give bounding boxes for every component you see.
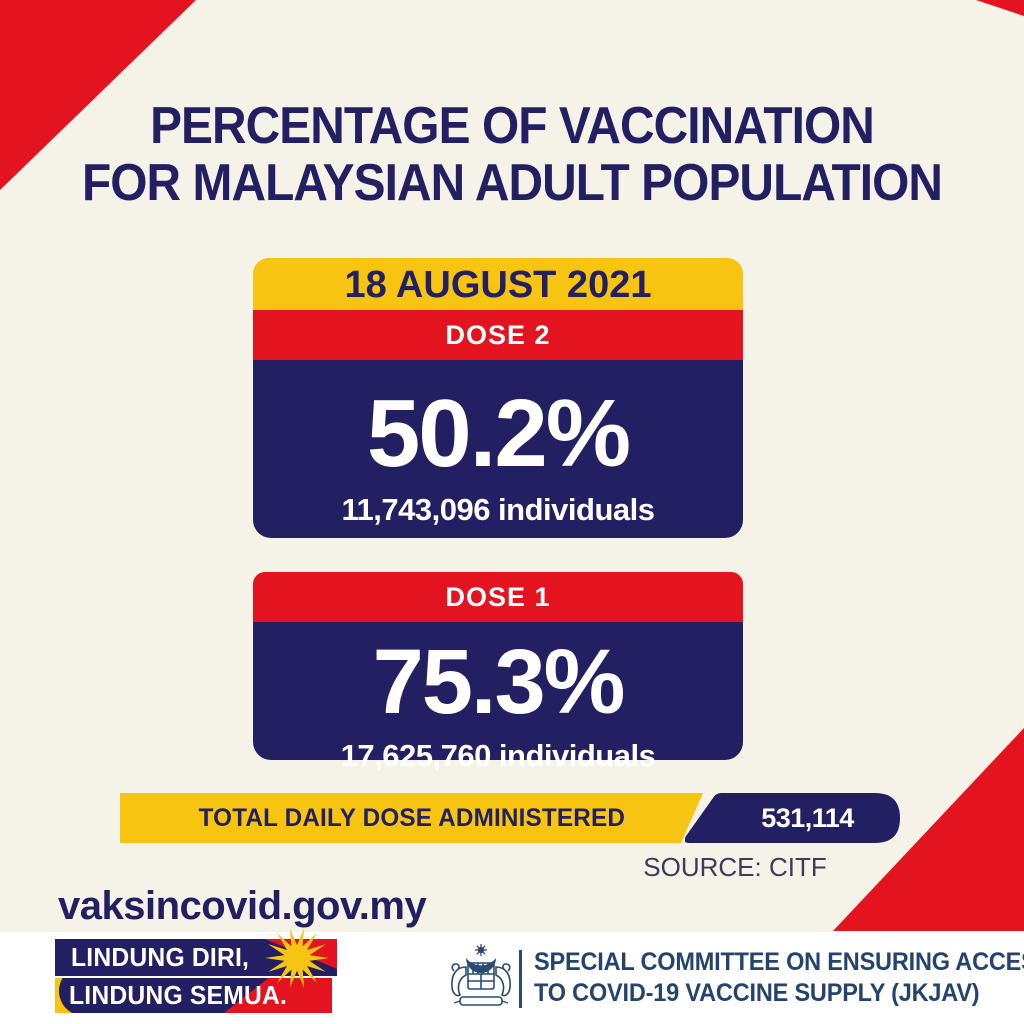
- total-daily-dose-bar: TOTAL DAILY DOSE ADMINISTERED: [120, 793, 703, 843]
- source-label: SOURCE: CITF: [643, 852, 827, 882]
- committee-line2: TO COVID-19 VACCINE SUPPLY (JKJAV): [534, 979, 980, 1007]
- campaign-badge-line1: LINDUNG DIRI,: [55, 928, 337, 988]
- page-title-line1: PERCENTAGE OF VACCINATION: [150, 97, 875, 155]
- flag-star-icon: [265, 928, 329, 988]
- footer-divider: [519, 950, 522, 1008]
- dose2-band: DOSE 2: [253, 310, 743, 360]
- total-daily-dose-value: 531,114: [761, 803, 854, 833]
- corner-triangle-top-right: [976, 0, 1024, 16]
- badge-shape: [685, 793, 900, 843]
- date-banner: 18 AUGUST 2021: [253, 258, 743, 310]
- dose2-percent: 50.2%: [366, 380, 631, 487]
- dose2-individuals: 11,743,096 individuals: [341, 492, 655, 527]
- dose2-card: 18 AUGUST 2021 DOSE 2 50.2% 11,743,096 i…: [253, 258, 743, 538]
- total-daily-dose-label: TOTAL DAILY DOSE ADMINISTERED: [198, 804, 625, 832]
- dose1-percent: 75.3%: [372, 631, 626, 733]
- campaign-text-line2: LINDUNG SEMUA.: [69, 980, 288, 1010]
- dose1-individuals: 17,625,760 individuals: [340, 738, 656, 773]
- coat-of-arms-icon: [451, 944, 511, 1006]
- dose1-band: DOSE 1: [253, 572, 743, 622]
- page-title-line2: FOR MALAYSIAN ADULT POPULATION: [81, 154, 943, 212]
- campaign-text-line1: LINDUNG DIRI,: [71, 942, 250, 972]
- dose1-card: DOSE 1 75.3% 17,625,760 individuals: [253, 572, 743, 773]
- dose2-body: 50.2% 11,743,096 individuals: [253, 360, 743, 538]
- page-title: PERCENTAGE OF VACCINATION FOR MALAYSIAN …: [41, 98, 983, 212]
- flag-crescent-cutout: [59, 978, 109, 1013]
- dose1-body: 75.3% 17,625,760 individuals: [253, 622, 743, 773]
- campaign-badge-line2: LINDUNG SEMUA.: [55, 978, 332, 1013]
- committee-line1: SPECIAL COMMITTEE ON ENSURING ACCESS: [534, 948, 1024, 976]
- committee-title: SPECIAL COMMITTEE ON ENSURING ACCESS TO …: [534, 947, 1024, 1009]
- total-daily-dose-value-badge: 531,114: [685, 793, 900, 843]
- website-url: vaksincovid.gov.my: [58, 884, 427, 928]
